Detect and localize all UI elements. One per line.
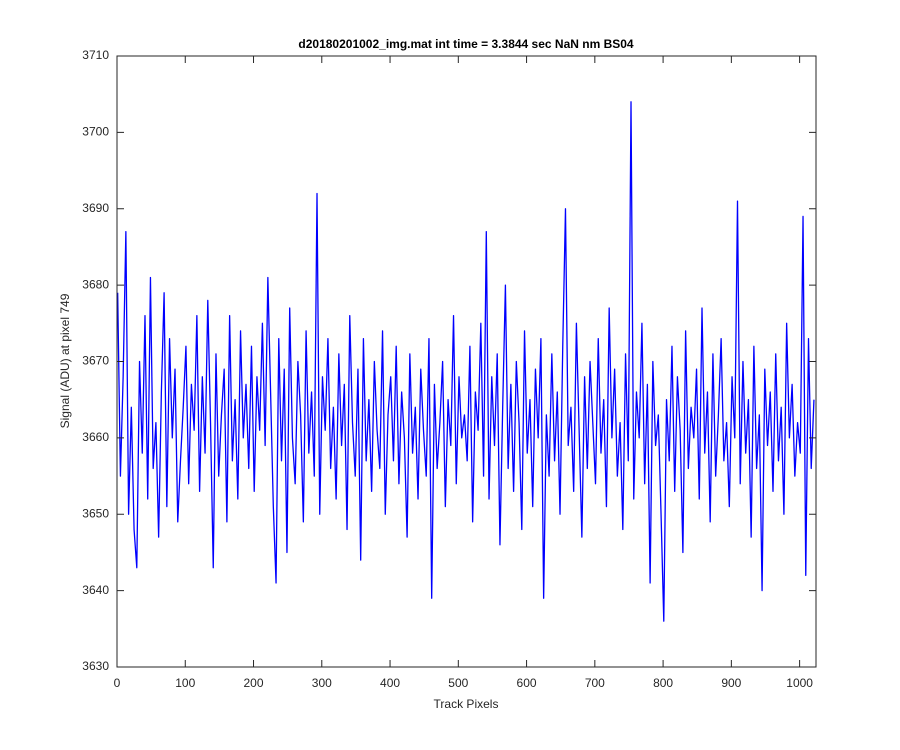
y-tick-label: 3710 bbox=[82, 48, 109, 62]
y-tick-label: 3630 bbox=[82, 659, 109, 673]
y-axis-label: Signal (ADU) at pixel 749 bbox=[58, 293, 72, 428]
x-tick-label: 100 bbox=[175, 676, 195, 690]
y-tick-label: 3680 bbox=[82, 277, 109, 291]
x-tick-label: 400 bbox=[380, 676, 400, 690]
y-tick-label: 3700 bbox=[82, 125, 109, 139]
x-tick-label: 300 bbox=[312, 676, 332, 690]
x-tick-label: 900 bbox=[721, 676, 741, 690]
y-tick-label: 3690 bbox=[82, 201, 109, 215]
x-tick-label: 1000 bbox=[786, 676, 813, 690]
chart-title: d20180201002_img.mat int time = 3.3844 s… bbox=[298, 37, 634, 51]
x-tick-label: 700 bbox=[585, 676, 605, 690]
x-tick-label: 800 bbox=[653, 676, 673, 690]
data-line bbox=[117, 101, 815, 622]
y-tick-label: 3650 bbox=[82, 506, 109, 520]
y-tick-label: 3670 bbox=[82, 354, 109, 368]
x-tick-label: 600 bbox=[517, 676, 537, 690]
x-tick-label: 200 bbox=[244, 676, 264, 690]
x-tick-label: 0 bbox=[114, 676, 121, 690]
x-axis-label: Track Pixels bbox=[434, 697, 499, 711]
y-tick-label: 3660 bbox=[82, 430, 109, 444]
x-tick-label: 500 bbox=[448, 676, 468, 690]
y-tick-label: 3640 bbox=[82, 583, 109, 597]
